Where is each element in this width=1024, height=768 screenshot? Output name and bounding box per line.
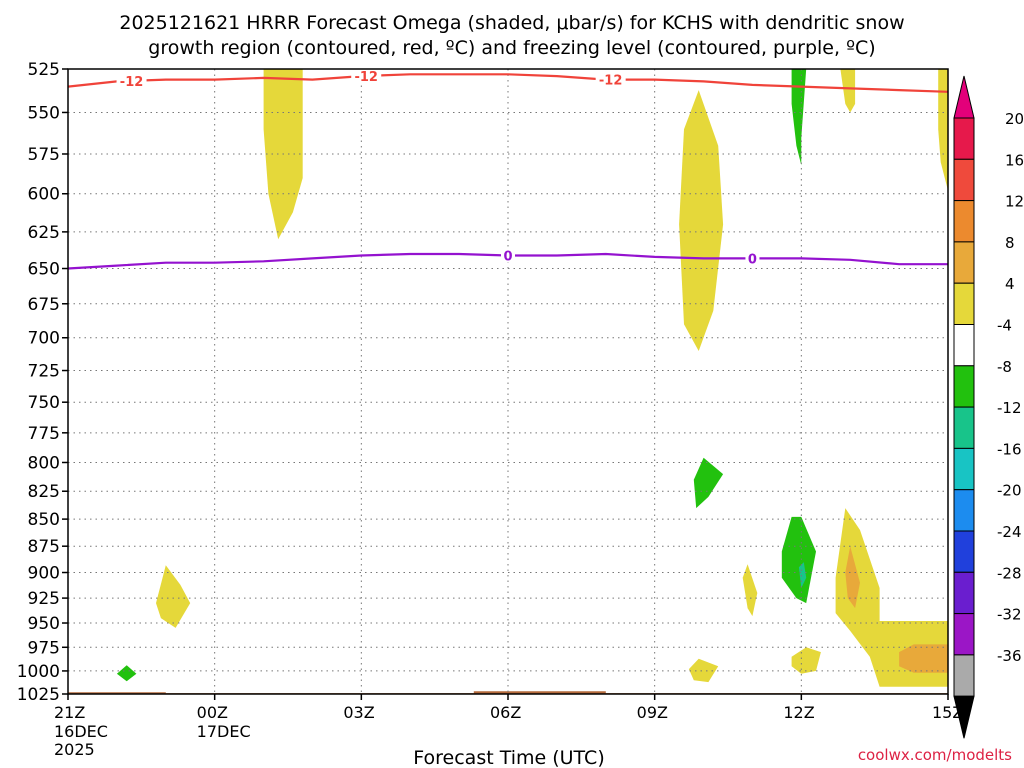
- omega-region-1: [679, 90, 724, 351]
- snow-growth-contour-label: -12: [120, 75, 144, 90]
- y-tick-label: 1000: [17, 662, 60, 682]
- y-tick-label: 725: [28, 362, 60, 382]
- omega-region-13: [899, 644, 948, 673]
- y-tick-label: 950: [28, 614, 60, 634]
- colorbar-label: -20: [997, 482, 1022, 500]
- chart-title-line-1: 2025121621 HRRR Forecast Omega (shaded, …: [119, 12, 904, 34]
- x-tick-date: 17DEC: [197, 722, 251, 741]
- colorbar-label: -36: [997, 647, 1022, 665]
- x-tick-label: 03Z: [343, 703, 374, 722]
- contours: -12 -12 -12 0 0: [67, 68, 949, 270]
- y-tick-label: 525: [28, 60, 60, 80]
- freezing-level-contour-label: 0: [748, 252, 757, 267]
- omega-region-4: [791, 69, 807, 166]
- y-tick-label: 700: [28, 329, 60, 349]
- colorbar-label: -8: [997, 358, 1012, 376]
- colorbar-label: -28: [997, 564, 1022, 582]
- x-tick-label: 21Z: [54, 703, 85, 722]
- omega-region-14: [791, 647, 821, 674]
- omega-region-2: [840, 69, 856, 113]
- omega-region-9: [781, 516, 816, 604]
- colorbar-label: 12: [1005, 193, 1024, 211]
- colorbar-label: -12: [997, 399, 1022, 417]
- freezing-level-contour-label-bg: [501, 248, 515, 263]
- y-tick-label: 550: [28, 103, 60, 123]
- omega-region-5: [693, 457, 724, 509]
- colorbar-label: -32: [997, 606, 1022, 624]
- y-axis: 525 550 575 600 625 650 675 700 725 750 775 800 825 8…: [17, 60, 68, 705]
- omega-region-8: [742, 564, 758, 617]
- colorbar-segment-1: [953, 158, 975, 202]
- omega-region-6: [156, 565, 191, 628]
- colorbar-segment-9: [953, 489, 975, 532]
- colorbar-segment-4: [953, 282, 975, 326]
- omega-region-7: [116, 665, 137, 682]
- colorbar-label: -4: [997, 317, 1012, 335]
- y-tick-label: 875: [28, 537, 60, 557]
- chart-title-line-2: growth region (contoured, red, ºC) and f…: [148, 37, 875, 59]
- y-tick-label: 575: [28, 145, 60, 165]
- colorbar-bottom-arrow: [953, 695, 975, 739]
- plot-area: -12 -12 -12 0 0: [67, 68, 949, 695]
- x-tick-date: 16DEC: [54, 722, 108, 741]
- y-tick-label: 825: [28, 482, 60, 502]
- colorbar-segment-11: [953, 571, 975, 615]
- colorbar-label: -24: [997, 523, 1022, 541]
- y-tick-label: 1025: [17, 685, 60, 705]
- colorbar-label: 4: [1005, 275, 1015, 293]
- colorbar-top-arrow: [953, 75, 975, 119]
- colorbar-segment-12: [953, 613, 975, 656]
- colorbar-segment-2: [953, 200, 975, 243]
- y-tick-label: 975: [28, 638, 60, 658]
- snow-growth-contour-label-bg: [595, 72, 626, 87]
- colorbar-segment-10: [953, 530, 975, 573]
- x-tick-label: 06Z: [490, 703, 521, 722]
- snow-growth-contour-label: -12: [354, 70, 378, 85]
- y-tick-label: 750: [28, 393, 60, 413]
- x-tick-label: 09Z: [637, 703, 668, 722]
- y-tick-label: 650: [28, 260, 60, 280]
- colorbar-label: 8: [1005, 234, 1015, 252]
- colorbar-segment-6: [953, 365, 975, 408]
- colorbar-label: -16: [997, 440, 1022, 458]
- colorbar-label: 20: [1005, 110, 1024, 128]
- colorbar-segment-13: [953, 654, 975, 697]
- x-axis-label: Forecast Time (UTC): [413, 747, 604, 768]
- y-tick-label: 900: [28, 564, 60, 584]
- x-tick-label: 12Z: [783, 703, 814, 722]
- y-tick-label: 800: [28, 453, 60, 473]
- freezing-level-contour-label: 0: [503, 249, 512, 264]
- snow-growth-contour-label-bg: [116, 73, 147, 88]
- y-tick-label: 850: [28, 510, 60, 530]
- snow-growth-contour-label: -12: [599, 74, 623, 89]
- snow-growth-contour-line: [67, 73, 949, 93]
- colorbar-segment-7: [953, 406, 975, 449]
- omega-region-11: [835, 508, 948, 687]
- omega-region-15: [688, 658, 719, 683]
- colorbar: 20 16 12 8 4 -4 -8 -12 -16 -20 -24 -28 -32 -36: [953, 75, 1024, 739]
- y-tick-label: 675: [28, 295, 60, 315]
- watermark: coolwx.com/modelts: [858, 746, 1012, 764]
- omega-region-3: [938, 69, 948, 191]
- y-tick-label: 600: [28, 185, 60, 205]
- y-tick-label: 625: [28, 223, 60, 243]
- colorbar-segment-8: [953, 447, 975, 491]
- colorbar-segment-5: [953, 324, 975, 367]
- omega-region-10: [798, 562, 807, 588]
- snow-growth-contour-label-bg: [351, 68, 382, 83]
- y-tick-label: 775: [28, 424, 60, 444]
- x-tick-year: 2025: [54, 740, 95, 759]
- colorbar-segment-0: [953, 117, 975, 160]
- x-tick-label: 15Z: [932, 703, 963, 722]
- colorbar-label: 16: [1005, 151, 1024, 169]
- x-tick-label: 00Z: [197, 703, 228, 722]
- freezing-level-contour-label-bg: [745, 251, 760, 266]
- colorbar-segment-3: [953, 241, 975, 284]
- y-tick-label: 925: [28, 589, 60, 609]
- omega-region-12: [845, 546, 860, 609]
